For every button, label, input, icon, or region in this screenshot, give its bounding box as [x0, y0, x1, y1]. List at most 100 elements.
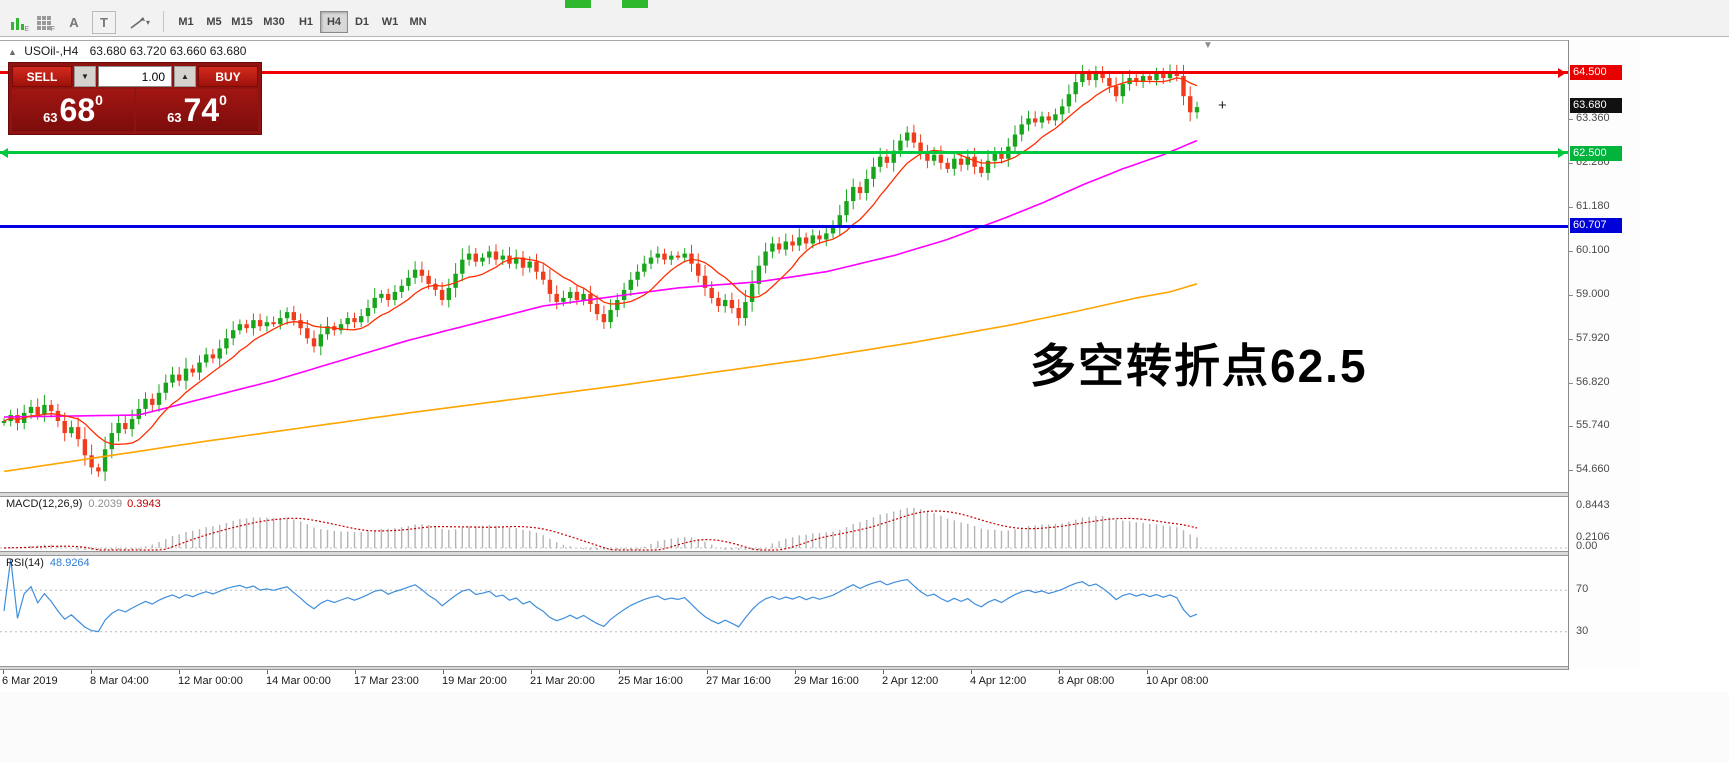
- price-tick-label: 60.100: [1576, 243, 1610, 256]
- price-tick-label: 61.180: [1576, 199, 1610, 212]
- text-tool-label: A: [69, 15, 79, 30]
- scroll-to-end-icon[interactable]: ▼: [1203, 40, 1213, 51]
- sell-price-big: 68: [59, 92, 96, 128]
- time-tick-label: 29 Mar 16:00: [794, 675, 859, 687]
- buy-price[interactable]: 63 74 0: [136, 89, 258, 131]
- time-tick-label: 19 Mar 20:00: [442, 675, 507, 687]
- buy-button[interactable]: BUY: [198, 66, 258, 87]
- timeframe-MN[interactable]: MN: [409, 16, 427, 28]
- draw-tools-icon[interactable]: ▾: [122, 11, 158, 34]
- textbox-tool-label: T: [100, 15, 108, 30]
- volume-down-button[interactable]: ▼: [74, 66, 96, 87]
- timeframe-H4[interactable]: H4: [320, 11, 348, 33]
- time-tick-label: 6 Mar 2019: [2, 675, 58, 687]
- rsi-panel[interactable]: RSI(14) 48.9264: [0, 556, 1568, 666]
- price-tick-label: 54.660: [1576, 463, 1610, 476]
- price-badge-62.500: 62.500: [1570, 145, 1622, 161]
- timeframe-M5[interactable]: M5: [206, 16, 222, 28]
- price-tick-mark: [1569, 162, 1573, 164]
- macd-scale-label: 0.00: [1576, 540, 1598, 552]
- chart-header: ▲ USOil-,H4 63.680 63.720 63.660 63.680: [8, 44, 246, 58]
- timeframe-W1[interactable]: W1: [381, 16, 399, 28]
- volume-input[interactable]: [98, 66, 172, 87]
- symbol-label: USOil-,H4: [24, 44, 79, 58]
- time-tick-label: 25 Mar 16:00: [618, 675, 683, 687]
- timeframe-M15[interactable]: M15: [231, 16, 253, 28]
- bar-chart-icon[interactable]: E: [6, 11, 30, 34]
- rsi-scale-label: 30: [1576, 624, 1589, 637]
- panel-splitter[interactable]: [0, 551, 1640, 556]
- line-right-arrow-icon: [1558, 68, 1566, 78]
- time-tick-mark: [355, 670, 356, 674]
- panel-splitter[interactable]: [0, 492, 1640, 497]
- timeframe-M1[interactable]: M1: [178, 16, 194, 28]
- sell-price-sup: 0: [95, 92, 103, 108]
- timeframe-D1[interactable]: D1: [354, 16, 370, 28]
- price-badge-63.680: 63.680: [1570, 98, 1622, 114]
- textbox-tool-icon[interactable]: T: [92, 11, 116, 34]
- one-click-trade-panel: SELL ▼ ▲ BUY 63 68 0 63 74 0: [8, 62, 262, 135]
- price-tick-mark: [1569, 294, 1573, 296]
- time-tick-mark: [443, 670, 444, 674]
- collapse-icon[interactable]: ▲: [8, 47, 17, 57]
- sell-price[interactable]: 63 68 0: [12, 89, 134, 131]
- chart-annotation[interactable]: 多空转折点62.5: [1030, 340, 1368, 392]
- price-tick-label: 59.000: [1576, 287, 1610, 300]
- timeframe-H1[interactable]: H1: [298, 16, 314, 28]
- macd-panel[interactable]: MACD(12,26,9) 0.2039 0.3943: [0, 497, 1568, 551]
- line-left-arrow-icon: [0, 148, 8, 158]
- macd-title: MACD(12,26,9) 0.2039 0.3943: [6, 498, 161, 510]
- buy-price-sup: 0: [219, 92, 227, 108]
- time-tick-mark: [1147, 670, 1148, 674]
- price-tick-mark: [1569, 470, 1573, 472]
- time-tick-label: 2 Apr 12:00: [882, 675, 939, 687]
- time-tick-mark: [619, 670, 620, 674]
- sell-button[interactable]: SELL: [12, 66, 72, 87]
- price-tick-mark: [1569, 338, 1573, 340]
- time-tick-label: 10 Apr 08:00: [1146, 675, 1209, 687]
- buy-price-small: 63: [167, 110, 182, 125]
- line-right-arrow-icon: [1558, 148, 1566, 158]
- pivot-line[interactable]: [0, 151, 1568, 154]
- time-tick-mark: [3, 670, 4, 674]
- price-tick-label: 57.920: [1576, 331, 1610, 344]
- chevron-down-icon: ▾: [145, 18, 150, 27]
- resistance-line[interactable]: [0, 71, 1568, 74]
- toolbar-separator: [163, 11, 164, 32]
- rsi-svg: [0, 558, 1568, 633]
- ohlc-values: 63.680 63.720 63.660 63.680: [89, 44, 247, 58]
- window-background: [1640, 40, 1729, 670]
- icon-sub-label: F: [50, 26, 55, 33]
- price-tick-label: 55.740: [1576, 419, 1610, 432]
- window-background: [0, 692, 1729, 763]
- time-axis[interactable]: 6 Mar 2019 8 Mar 04:00 12 Mar 00:00 14 Mar …: [0, 670, 1640, 692]
- toolbar: E F A T ▾ M1 M5 M15 M30 H1 H4 D1 W1 MN: [0, 0, 1729, 37]
- time-tick-label: 8 Apr 08:00: [1058, 675, 1115, 687]
- time-tick-label: 8 Mar 04:00: [90, 675, 149, 687]
- volume-up-button[interactable]: ▲: [174, 66, 196, 87]
- icon-sub-label: E: [24, 26, 29, 33]
- time-tick-label: 14 Mar 00:00: [266, 675, 331, 687]
- text-tool-icon[interactable]: A: [62, 11, 86, 34]
- price-badge-60.707: 60.707: [1570, 218, 1622, 234]
- time-tick-mark: [91, 670, 92, 674]
- time-tick-label: 12 Mar 00:00: [178, 675, 243, 687]
- price-tick-mark: [1569, 206, 1573, 208]
- buy-price-big: 74: [183, 92, 220, 128]
- time-tick-mark: [971, 670, 972, 674]
- window-fragment: [622, 0, 648, 8]
- grid-icon[interactable]: F: [32, 11, 56, 34]
- price-tick-mark: [1569, 118, 1573, 120]
- price-axis[interactable]: 63.360 62.280 61.180 60.100 59.000 57.920 56.8…: [1568, 40, 1640, 670]
- support-line[interactable]: [0, 225, 1568, 228]
- time-tick-mark: [1059, 670, 1060, 674]
- panel-splitter[interactable]: [0, 666, 1640, 670]
- price-tick-mark: [1569, 250, 1573, 252]
- timeframe-M30[interactable]: M30: [263, 16, 285, 28]
- price-badge-64.500: 64.500: [1570, 65, 1622, 80]
- time-tick-label: 17 Mar 23:00: [354, 675, 419, 687]
- window-fragment: [565, 0, 591, 8]
- time-tick-mark: [883, 670, 884, 674]
- time-tick-mark: [795, 670, 796, 674]
- rsi-title: RSI(14) 48.9264: [6, 557, 90, 569]
